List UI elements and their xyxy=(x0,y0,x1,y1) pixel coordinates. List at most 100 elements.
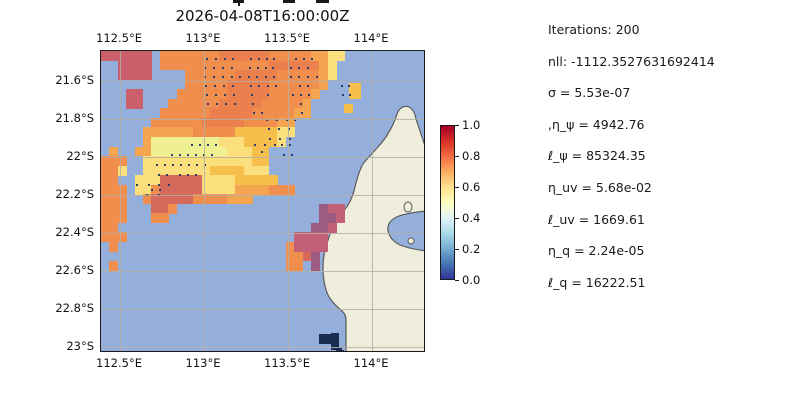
observation-dot xyxy=(234,103,237,106)
heat-cell xyxy=(243,136,278,147)
y-tick-label: 22.4°S xyxy=(55,225,94,239)
heat-cell xyxy=(285,251,303,262)
observation-dot xyxy=(222,67,225,70)
heat-cell xyxy=(101,232,127,243)
heat-cell xyxy=(117,60,152,71)
observation-dot xyxy=(292,94,295,97)
colorbar-tick-mark xyxy=(455,218,459,220)
heat-cell xyxy=(159,51,219,61)
observation-dot xyxy=(316,76,319,79)
observation-dot xyxy=(295,58,298,61)
heat-cell xyxy=(210,108,253,119)
stat-line: η_uv = 5.68e-02 xyxy=(548,180,652,195)
observation-dot xyxy=(261,112,264,115)
gridline-horizontal xyxy=(101,81,424,82)
x-tick-label-top: 113°E xyxy=(185,31,221,45)
observation-dot xyxy=(204,164,207,167)
y-tick-label: 22.2°S xyxy=(55,187,94,201)
observation-dot xyxy=(300,94,303,97)
observation-dot xyxy=(168,184,171,187)
x-tick-label-bottom: 114°E xyxy=(353,356,389,370)
observation-dot xyxy=(348,85,351,88)
observation-dot xyxy=(187,154,190,157)
observation-dot xyxy=(290,67,293,70)
heat-cell xyxy=(340,350,344,351)
heat-cell xyxy=(176,89,228,100)
observation-dot xyxy=(207,103,210,106)
heat-cell xyxy=(327,60,337,71)
heat-cell xyxy=(159,60,219,71)
heat-cell xyxy=(185,79,228,90)
observation-dot xyxy=(273,58,276,61)
heat-cell xyxy=(159,184,203,195)
observation-dot xyxy=(307,76,310,79)
heat-cell xyxy=(327,70,337,81)
observation-dot xyxy=(180,164,183,167)
heat-cell xyxy=(117,70,152,81)
heat-cell xyxy=(134,146,152,157)
observation-dot xyxy=(251,94,254,97)
gridline-vertical xyxy=(288,51,289,351)
gridline-horizontal xyxy=(101,309,424,310)
heat-cell xyxy=(101,213,127,224)
heat-cell xyxy=(327,51,345,61)
observation-dot xyxy=(222,76,225,79)
heat-cell xyxy=(269,79,320,90)
heat-cell xyxy=(319,203,329,214)
heat-cell xyxy=(126,89,144,100)
observation-dot xyxy=(288,128,291,131)
observation-dot xyxy=(213,67,216,70)
observation-dot xyxy=(232,85,235,88)
heat-cell xyxy=(319,79,329,90)
observation-dot xyxy=(266,119,269,122)
heat-cell xyxy=(143,136,152,147)
observation-dot xyxy=(258,85,261,88)
heat-cell xyxy=(319,334,332,344)
heat-cell xyxy=(243,117,278,128)
observation-dot xyxy=(272,67,275,70)
heat-cell xyxy=(134,184,152,195)
heat-cell xyxy=(331,333,339,350)
observation-dot xyxy=(215,94,218,97)
observation-dot xyxy=(289,144,292,147)
observation-dot xyxy=(248,76,251,79)
heat-cell xyxy=(294,232,329,243)
title-clip-artifact xyxy=(233,0,244,3)
observation-dot xyxy=(253,112,256,115)
plot-title: 2026-04-08T16:00:00Z xyxy=(175,7,350,25)
heat-cell xyxy=(193,194,228,205)
observation-dot xyxy=(249,67,252,70)
observation-dot xyxy=(207,144,210,147)
heat-cell xyxy=(168,203,177,214)
observation-dot xyxy=(300,103,303,106)
heat-cell xyxy=(134,175,161,186)
stat-line: ℓ_q = 16222.51 xyxy=(548,274,646,290)
colorbar-tick-label: 0.8 xyxy=(462,149,481,163)
heat-cell xyxy=(260,98,303,109)
observation-dot xyxy=(276,119,279,122)
heat-cell xyxy=(151,194,194,205)
heat-cell xyxy=(101,51,119,61)
heat-cell xyxy=(252,156,270,166)
land-island xyxy=(403,201,413,213)
heat-cell xyxy=(349,83,361,99)
gridline-vertical xyxy=(204,51,205,351)
y-tick-label: 21.6°S xyxy=(55,73,94,87)
y-tick-label: 22.6°S xyxy=(55,263,94,277)
heat-cell xyxy=(285,261,303,272)
observation-dot xyxy=(291,154,294,157)
colorbar-tick-mark xyxy=(455,249,459,251)
heat-cell xyxy=(235,184,270,195)
observation-dot xyxy=(156,164,159,167)
heat-cell xyxy=(311,51,329,61)
observation-dot xyxy=(171,154,174,157)
y-tick-label: 23°S xyxy=(66,339,94,353)
observation-dot xyxy=(258,58,261,61)
x-tick-label-top: 113.5°E xyxy=(264,31,310,45)
x-tick-label-top: 112.5°E xyxy=(96,31,142,45)
observation-dot xyxy=(223,85,226,88)
heat-cell xyxy=(101,203,127,214)
heat-cell xyxy=(109,261,119,272)
observation-dot xyxy=(275,85,278,88)
heat-cell xyxy=(151,203,169,214)
